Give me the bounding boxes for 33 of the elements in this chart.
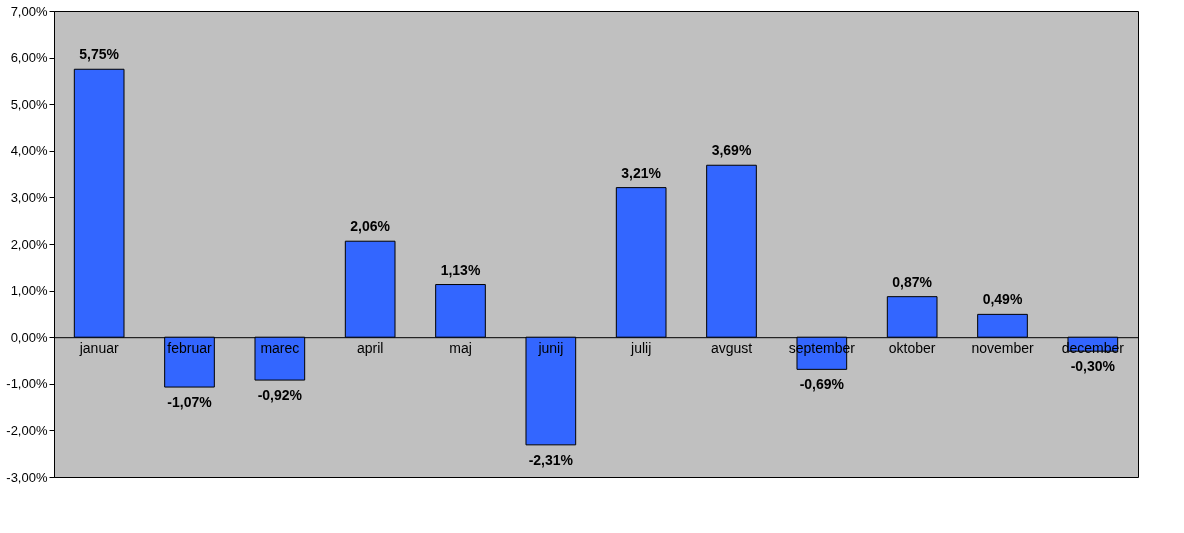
y-tick-label: 1,00% — [10, 283, 48, 299]
data-label: -1,07% — [167, 394, 213, 411]
data-label: 0,49% — [982, 291, 1023, 308]
y-tick-label: -1,00% — [6, 376, 48, 392]
x-tick-label: februar — [167, 340, 213, 357]
data-label: -0,30% — [1070, 358, 1116, 375]
x-tick-label: januar — [78, 340, 119, 357]
data-label: -0,69% — [799, 376, 845, 393]
y-tick-label: 0,00% — [10, 329, 48, 345]
data-label: 1,13% — [440, 261, 481, 278]
x-tick-label: julij — [630, 340, 652, 357]
data-label: 2,06% — [350, 218, 391, 235]
x-tick-label: junij — [537, 340, 564, 357]
data-label: 0,87% — [892, 273, 933, 290]
x-tick-label: avgust — [710, 340, 753, 357]
y-tick-label: 6,00% — [10, 50, 48, 66]
x-tick-label: april — [356, 340, 384, 357]
x-tick-label: marec — [260, 340, 300, 357]
x-tick-label: oktober — [888, 340, 936, 357]
y-tick-label: -3,00% — [6, 469, 48, 485]
data-label: 5,75% — [79, 46, 120, 63]
y-tick-label: 5,00% — [10, 96, 48, 112]
y-tick-label: 7,00% — [10, 3, 48, 19]
y-tick-label: 4,00% — [10, 143, 48, 159]
data-label: 3,69% — [711, 142, 752, 159]
x-tick-label: november — [971, 340, 1034, 357]
data-label: -0,92% — [257, 387, 303, 404]
data-label: 3,21% — [621, 164, 662, 181]
data-label: -2,31% — [528, 451, 574, 468]
y-tick-label: -2,00% — [6, 422, 48, 438]
y-tick-label: 3,00% — [10, 189, 48, 205]
y-tick-label: 2,00% — [10, 236, 48, 252]
x-tick-label: maj — [449, 340, 472, 357]
